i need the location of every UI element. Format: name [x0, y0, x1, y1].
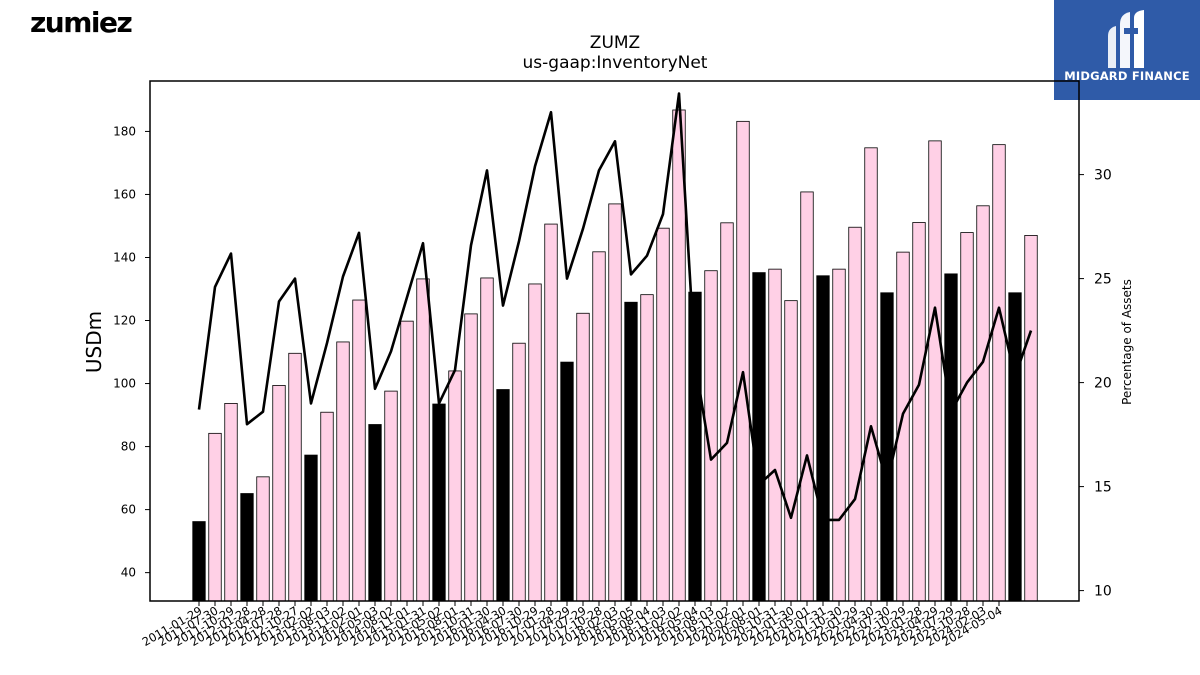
bar-quarter: [272, 385, 286, 602]
y-tick-label: 40: [121, 566, 136, 580]
y2-tick-label: 25: [1094, 272, 1112, 288]
midgard-logo-icon: [1108, 10, 1144, 68]
bar-quarter: [576, 312, 590, 602]
bar-quarter: [928, 140, 942, 602]
bar-quarter: [416, 278, 430, 602]
bar-quarter: [720, 222, 734, 602]
y2-tick-label: 20: [1094, 376, 1112, 392]
bar-fiscal-year-end: [368, 424, 382, 602]
y-tick-label: 120: [113, 314, 136, 328]
bar-quarter: [544, 223, 558, 602]
bar-quarter: [256, 476, 270, 602]
bar-quarter: [640, 294, 654, 602]
bar-quarter: [864, 147, 878, 602]
percent-line-series: [197, 92, 1033, 522]
bar-fiscal-year-end: [560, 361, 574, 602]
bar-quarter: [976, 205, 990, 602]
chart-title: ZUMZ: [590, 33, 640, 53]
bar-quarter: [656, 227, 670, 602]
bar-quarter: [960, 232, 974, 602]
bar-quarter: [320, 411, 334, 602]
bar-quarter: [1024, 235, 1038, 602]
bar-quarter: [288, 352, 302, 602]
bar-quarter: [208, 432, 222, 602]
bar-fiscal-year-end: [240, 493, 254, 602]
bar-fiscal-year-end: [496, 389, 510, 602]
y-tick-label: 180: [113, 124, 136, 138]
bar-quarter: [592, 251, 606, 602]
publisher-name: MIDGARD FINANCE: [1064, 69, 1190, 83]
zumiez-logo: zumiez: [30, 6, 133, 39]
y-axis-ticks: 40 60 80 100 120 140 160 180: [113, 124, 150, 580]
bar-fiscal-year-end: [624, 301, 638, 602]
bar-quarter: [800, 191, 814, 602]
bar-fiscal-year-end: [1008, 292, 1022, 602]
bar-series: [192, 109, 1038, 602]
bar-quarter: [384, 390, 398, 602]
bar-quarter: [528, 283, 542, 602]
bar-fiscal-year-end: [688, 291, 702, 602]
bar-quarter: [352, 299, 366, 602]
y-tick-label: 100: [113, 377, 136, 391]
bar-quarter: [448, 370, 462, 602]
bar-quarter: [480, 277, 494, 602]
bar-quarter: [400, 320, 414, 602]
chart-subtitle: us-gaap:InventoryNet: [523, 53, 708, 73]
bar-quarter: [848, 226, 862, 602]
bar-fiscal-year-end: [752, 272, 766, 602]
bar-quarter: [464, 313, 478, 602]
bar-fiscal-year-end: [816, 275, 830, 602]
bar-quarter: [512, 342, 526, 602]
bar-quarter: [608, 203, 622, 602]
bar-fiscal-year-end: [432, 403, 446, 602]
bar-quarter: [768, 268, 782, 602]
bar-fiscal-year-end: [944, 273, 958, 602]
y-tick-label: 160: [113, 187, 136, 201]
x-axis-ticks: 2011-01-292011-07-302011-10-292012-01-28…: [140, 601, 1005, 649]
y-axis-label: USDm: [82, 311, 106, 373]
bar-quarter: [736, 120, 750, 602]
bar-quarter: [832, 268, 846, 602]
bar-quarter: [992, 144, 1006, 602]
plot-frame: [149, 80, 1080, 602]
y-tick-label: 140: [113, 250, 136, 264]
bar-fiscal-year-end: [192, 521, 206, 602]
y-tick-label: 60: [121, 503, 136, 517]
bar-quarter: [336, 341, 350, 602]
bar-fiscal-year-end: [880, 292, 894, 602]
bar-quarter: [224, 402, 238, 602]
bar-fiscal-year-end: [304, 454, 318, 602]
y2-axis-ticks: 10 15 20 25 30: [1079, 168, 1112, 600]
y2-axis-label: Percentage of Assets: [1120, 279, 1134, 405]
bar-quarter: [896, 251, 910, 602]
y2-tick-label: 15: [1094, 480, 1112, 496]
percent-of-assets-line: [197, 92, 1033, 522]
bar-quarter: [784, 300, 798, 602]
y-tick-label: 80: [121, 440, 136, 454]
y2-tick-label: 10: [1094, 584, 1112, 600]
bar-quarter: [912, 222, 926, 602]
y2-tick-label: 30: [1094, 168, 1112, 184]
